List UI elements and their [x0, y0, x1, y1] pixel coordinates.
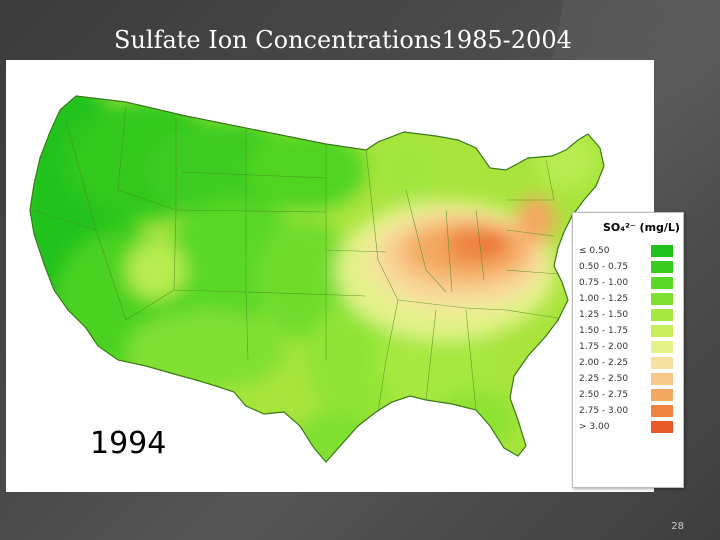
legend-swatch — [651, 357, 673, 369]
legend-swatch — [651, 245, 673, 257]
legend-rows: ≤ 0.50 0.50 - 0.75 0.75 - 1.00 1.00 - 1.25 1… — [579, 243, 679, 435]
legend-row: 2.25 - 2.50 — [579, 371, 679, 387]
page-number: 28 — [671, 521, 684, 532]
map-legend: SO₄²⁻ (mg/L) ≤ 0.50 0.50 - 0.75 0.75 - 1.0… — [572, 212, 684, 488]
map-panel: 1994 — [6, 60, 654, 492]
legend-swatch — [651, 373, 673, 385]
us-border — [29, 95, 605, 463]
legend-label: > 3.00 — [579, 422, 610, 432]
state-boundaries — [31, 105, 559, 413]
legend-swatch — [651, 389, 673, 401]
legend-row: 0.75 - 1.00 — [579, 275, 679, 291]
legend-swatch — [651, 277, 673, 289]
year-label: 1994 — [90, 426, 167, 461]
legend-row: 0.50 - 0.75 — [579, 259, 679, 275]
legend-row: > 3.00 — [579, 419, 679, 435]
legend-title: SO₄²⁻ (mg/L) — [603, 221, 680, 234]
legend-swatch — [651, 421, 673, 433]
legend-label: 2.25 - 2.50 — [579, 374, 629, 384]
legend-label: 2.75 - 3.00 — [579, 406, 629, 416]
legend-row: 1.75 - 2.00 — [579, 339, 679, 355]
legend-label: 2.00 - 2.25 — [579, 358, 629, 368]
legend-swatch — [651, 309, 673, 321]
us-sulfate-map — [29, 95, 605, 463]
legend-label: 1.00 - 1.25 — [579, 294, 629, 304]
legend-label: 1.50 - 1.75 — [579, 326, 629, 336]
legend-row: 2.75 - 3.00 — [579, 403, 679, 419]
legend-label: ≤ 0.50 — [579, 246, 610, 256]
legend-swatch — [651, 405, 673, 417]
legend-row: 2.00 - 2.25 — [579, 355, 679, 371]
legend-row: 1.00 - 1.25 — [579, 291, 679, 307]
legend-swatch — [651, 261, 673, 273]
slide-title: Sulfate Ion Concentrations1985-2004 — [114, 26, 572, 54]
legend-label: 1.25 - 1.50 — [579, 310, 629, 320]
legend-label: 0.50 - 0.75 — [579, 262, 629, 272]
legend-label: 2.50 - 2.75 — [579, 390, 629, 400]
legend-row: 2.50 - 2.75 — [579, 387, 679, 403]
legend-swatch — [651, 325, 673, 337]
legend-row: ≤ 0.50 — [579, 243, 679, 259]
legend-label: 0.75 - 1.00 — [579, 278, 629, 288]
legend-row: 1.25 - 1.50 — [579, 307, 679, 323]
legend-swatch — [651, 293, 673, 305]
legend-label: 1.75 - 2.00 — [579, 342, 629, 352]
legend-swatch — [651, 341, 673, 353]
legend-row: 1.50 - 1.75 — [579, 323, 679, 339]
